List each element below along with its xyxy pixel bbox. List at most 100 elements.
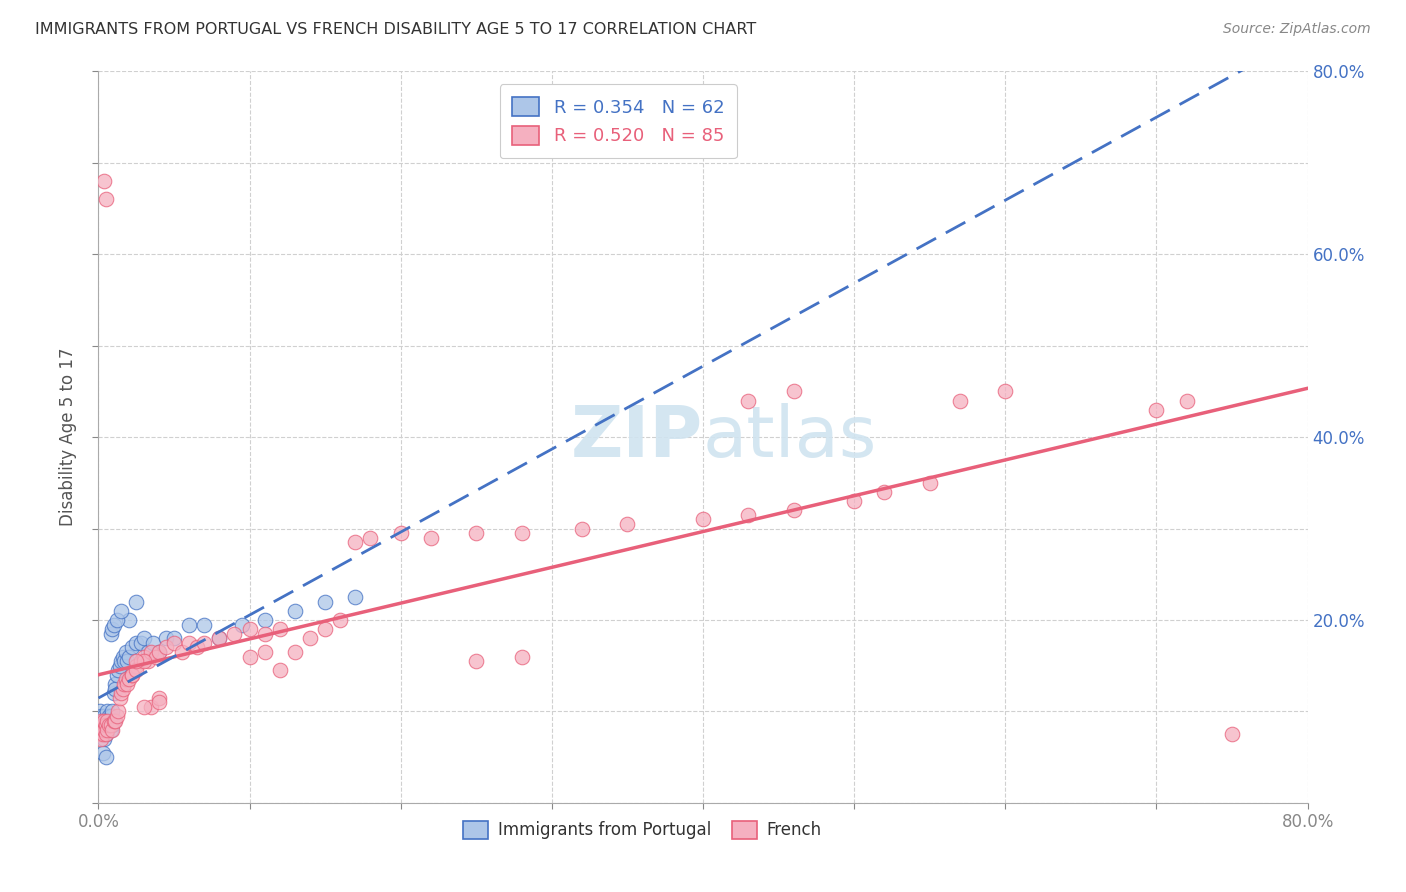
- Point: [994, 384, 1017, 399]
- Point: [420, 531, 443, 545]
- Point: [91, 718, 114, 732]
- Point: [253, 626, 276, 640]
- Point: [179, 636, 201, 650]
- Point: [107, 663, 129, 677]
- Point: [329, 613, 352, 627]
- Point: [121, 640, 143, 655]
- Point: [115, 677, 138, 691]
- Point: [465, 526, 488, 541]
- Text: ZIP: ZIP: [571, 402, 703, 472]
- Point: [104, 677, 127, 691]
- Point: [193, 617, 215, 632]
- Point: [132, 632, 155, 646]
- Point: [111, 681, 134, 696]
- Point: [108, 690, 131, 705]
- Point: [118, 649, 141, 664]
- Point: [142, 636, 165, 650]
- Point: [94, 718, 117, 732]
- Point: [148, 645, 170, 659]
- Point: [224, 626, 246, 640]
- Point: [118, 613, 141, 627]
- Point: [98, 718, 121, 732]
- Point: [1144, 402, 1167, 417]
- Text: Source: ZipAtlas.com: Source: ZipAtlas.com: [1223, 22, 1371, 37]
- Point: [105, 613, 128, 627]
- Point: [155, 640, 177, 655]
- Point: [96, 714, 118, 728]
- Point: [783, 503, 806, 517]
- Point: [170, 645, 193, 659]
- Point: [110, 686, 132, 700]
- Point: [269, 622, 291, 636]
- Point: [1220, 727, 1243, 741]
- Point: [93, 714, 115, 728]
- Point: [100, 723, 122, 737]
- Point: [148, 645, 170, 659]
- Point: [121, 667, 143, 681]
- Point: [148, 690, 170, 705]
- Point: [314, 622, 336, 636]
- Legend: Immigrants from Portugal, French: Immigrants from Portugal, French: [453, 811, 832, 849]
- Text: atlas: atlas: [703, 402, 877, 472]
- Point: [163, 636, 186, 650]
- Point: [90, 723, 112, 737]
- Point: [616, 516, 638, 531]
- Point: [89, 727, 111, 741]
- Y-axis label: Disability Age 5 to 17: Disability Age 5 to 17: [59, 348, 77, 526]
- Point: [108, 658, 131, 673]
- Point: [465, 654, 488, 668]
- Point: [112, 654, 135, 668]
- Point: [239, 622, 262, 636]
- Point: [101, 622, 124, 636]
- Point: [193, 636, 215, 650]
- Point: [179, 617, 201, 632]
- Point: [103, 714, 125, 728]
- Point: [91, 727, 114, 741]
- Point: [145, 649, 167, 664]
- Point: [344, 535, 367, 549]
- Point: [132, 699, 155, 714]
- Point: [155, 632, 177, 646]
- Point: [231, 617, 253, 632]
- Point: [125, 663, 148, 677]
- Point: [98, 718, 121, 732]
- Point: [100, 626, 122, 640]
- Point: [132, 654, 155, 668]
- Point: [918, 475, 941, 490]
- Point: [103, 686, 125, 700]
- Point: [93, 174, 115, 188]
- Point: [100, 709, 122, 723]
- Point: [105, 709, 128, 723]
- Point: [141, 699, 163, 714]
- Point: [101, 705, 124, 719]
- Point: [89, 718, 111, 732]
- Point: [737, 393, 759, 408]
- Point: [100, 718, 122, 732]
- Point: [299, 632, 322, 646]
- Point: [112, 677, 135, 691]
- Point: [103, 714, 125, 728]
- Point: [94, 750, 117, 764]
- Point: [93, 723, 115, 737]
- Point: [344, 590, 367, 604]
- Point: [104, 714, 127, 728]
- Point: [163, 632, 186, 646]
- Point: [873, 485, 896, 500]
- Point: [104, 681, 127, 696]
- Point: [208, 632, 231, 646]
- Point: [103, 617, 125, 632]
- Point: [93, 731, 115, 746]
- Point: [89, 727, 111, 741]
- Point: [844, 494, 866, 508]
- Point: [129, 654, 152, 668]
- Point: [94, 727, 117, 741]
- Point: [96, 723, 118, 737]
- Point: [125, 658, 148, 673]
- Point: [96, 723, 118, 737]
- Point: [114, 645, 136, 659]
- Point: [186, 640, 208, 655]
- Point: [91, 714, 114, 728]
- Point: [90, 714, 112, 728]
- Point: [125, 654, 148, 668]
- Point: [90, 709, 112, 723]
